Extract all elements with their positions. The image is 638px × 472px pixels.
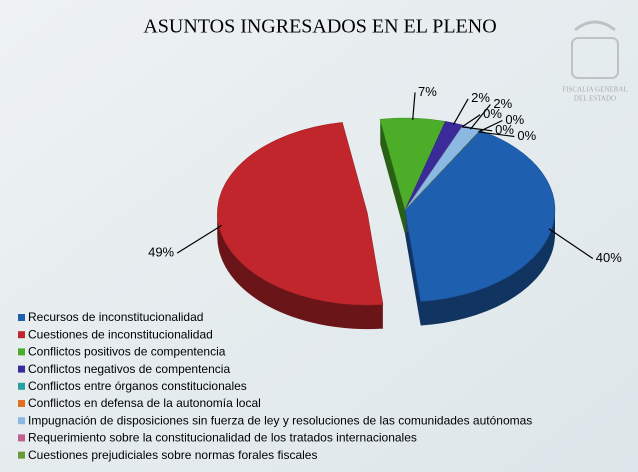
data-label: 49% xyxy=(148,245,174,260)
leader-line xyxy=(548,228,594,259)
data-label: 2% xyxy=(471,90,490,105)
legend-swatch xyxy=(18,434,25,442)
logo-shield xyxy=(571,37,619,79)
legend-label: Cuestiones prejudiciales sobre normas fo… xyxy=(28,448,317,462)
logo-text: DEL ESTADO xyxy=(574,95,616,103)
legend-swatch xyxy=(18,451,25,459)
leader-line xyxy=(478,131,515,138)
chart-title: ASUNTOS INGRESADOS EN EL PLENO xyxy=(143,16,496,38)
legend-label: Conflictos entre órganos constitucionale… xyxy=(28,379,247,393)
slice xyxy=(404,130,481,211)
data-label: 7% xyxy=(418,84,437,99)
legend-swatch xyxy=(18,365,25,373)
legend-label: Conflictos en defensa de la autonomía lo… xyxy=(28,396,261,410)
legend-label: Impugnación de disposiciones sin fuerza … xyxy=(28,413,532,427)
legend-swatch xyxy=(18,382,25,390)
leader-line xyxy=(461,126,493,132)
slice xyxy=(217,122,384,306)
data-label: 40% xyxy=(596,250,622,265)
logo-crown xyxy=(574,20,616,32)
legend-label: Conflictos positivos de compentencia xyxy=(28,345,226,359)
leader-line xyxy=(412,92,416,121)
legend-swatch xyxy=(18,400,25,407)
legend-label: Cuestiones de inconstitucionalidad xyxy=(28,327,213,341)
legend-label: Requerimiento sobre la constitucionalida… xyxy=(28,431,417,445)
leader-line xyxy=(176,224,223,254)
legend-label: Recursos de inconstitucionalidad xyxy=(28,310,203,324)
leader-line xyxy=(478,119,503,133)
leader-line xyxy=(452,98,469,126)
logo-text: FISCALIA GENERAL xyxy=(562,86,628,94)
logo: FISCALIA GENERAL DEL ESTADO xyxy=(562,20,628,103)
legend-swatch xyxy=(18,331,25,339)
data-label: 0% xyxy=(483,106,502,121)
data-label: 0% xyxy=(495,122,514,137)
legend-swatch xyxy=(18,314,25,321)
slice xyxy=(404,130,556,302)
legend-swatch xyxy=(18,348,25,356)
data-label: 2% xyxy=(493,96,512,111)
leader-line xyxy=(469,104,491,130)
leader-line xyxy=(461,114,481,128)
data-label: 0% xyxy=(505,112,524,127)
legend-swatch xyxy=(18,417,25,425)
legend-label: Conflictos negativos de compentencia xyxy=(28,362,230,376)
data-label: 0% xyxy=(517,128,536,143)
